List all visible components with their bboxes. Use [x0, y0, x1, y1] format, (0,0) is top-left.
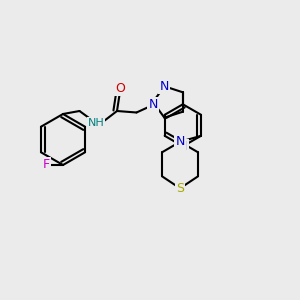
Text: N: N	[178, 140, 188, 153]
Text: N: N	[148, 98, 158, 112]
Text: N: N	[175, 135, 185, 148]
Text: O: O	[115, 82, 125, 95]
Text: N: N	[148, 98, 158, 112]
Text: N: N	[175, 135, 185, 148]
Text: N: N	[160, 80, 169, 93]
Text: S: S	[176, 182, 184, 195]
Text: F: F	[43, 158, 50, 172]
Text: NH: NH	[88, 118, 104, 128]
